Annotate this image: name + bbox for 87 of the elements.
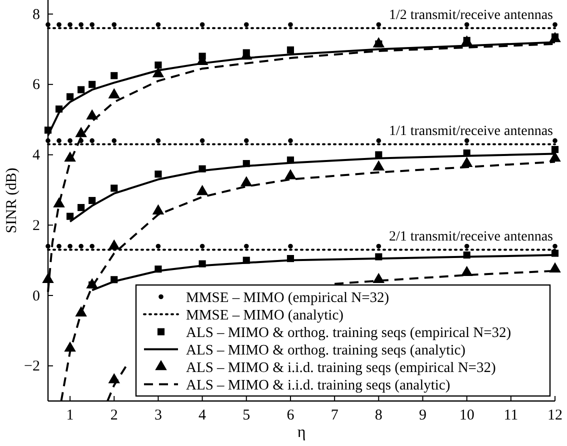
point bbox=[78, 86, 85, 94]
legend-label: ALS – MIMO & i.i.d. training seqs (analytic) bbox=[186, 377, 450, 394]
point bbox=[90, 244, 94, 249]
x-axis-title: η bbox=[297, 424, 306, 441]
y-tick-label: 8 bbox=[32, 6, 40, 23]
point bbox=[90, 22, 94, 28]
point bbox=[284, 169, 296, 180]
y-axis-title: SINR (dB) bbox=[4, 168, 20, 234]
point bbox=[244, 138, 249, 144]
x-tick-label: 1 bbox=[66, 408, 74, 424]
point bbox=[464, 22, 470, 28]
point bbox=[78, 244, 84, 249]
legend-label: ALS – MIMO & orthog. training seqs (empirical N=32) bbox=[186, 324, 512, 341]
point bbox=[66, 212, 74, 220]
point bbox=[42, 272, 54, 284]
point bbox=[56, 22, 62, 28]
point bbox=[88, 80, 96, 88]
annotation: 2/1 transmit/receive antennas bbox=[388, 230, 553, 245]
point bbox=[549, 262, 561, 272]
point bbox=[288, 138, 293, 144]
x-tick-label: 8 bbox=[374, 408, 382, 424]
point bbox=[88, 196, 96, 204]
annotation: 1/1 transmit/receive antennas bbox=[388, 124, 553, 140]
point bbox=[288, 22, 293, 28]
point bbox=[156, 22, 161, 28]
point bbox=[90, 138, 94, 144]
point bbox=[200, 138, 205, 144]
point bbox=[78, 22, 84, 28]
point bbox=[196, 184, 208, 196]
x-tick-label: 2 bbox=[110, 408, 118, 424]
point bbox=[68, 138, 72, 144]
point bbox=[154, 62, 162, 69]
point bbox=[68, 244, 72, 249]
legend-label: ALS – MIMO & orthog. training seqs (analytic) bbox=[186, 342, 466, 358]
x-tick-label: 4 bbox=[198, 408, 207, 424]
point bbox=[46, 244, 50, 249]
point bbox=[244, 244, 249, 249]
x-tick-label: 12 bbox=[548, 408, 562, 424]
point bbox=[68, 22, 72, 28]
point bbox=[112, 138, 117, 144]
point bbox=[154, 170, 162, 178]
annotation: 1/2 transmit/receive antennas bbox=[388, 8, 553, 24]
x-tick-label: 7 bbox=[330, 408, 339, 424]
point bbox=[200, 244, 205, 249]
point bbox=[156, 244, 161, 249]
y-tick-label: −2 bbox=[24, 358, 40, 375]
legend-label: ALS – MIMO & i.i.d. training seqs (empirical N=32) bbox=[186, 360, 496, 376]
point bbox=[552, 22, 558, 28]
point bbox=[464, 244, 470, 249]
x-tick-label: 3 bbox=[154, 408, 162, 424]
point bbox=[244, 22, 249, 28]
point bbox=[66, 93, 74, 100]
x-tick-label: 6 bbox=[286, 408, 295, 424]
point bbox=[288, 244, 293, 249]
x-tick-label: 9 bbox=[418, 408, 426, 424]
point bbox=[78, 138, 84, 144]
y-tick-label: 2 bbox=[32, 218, 40, 234]
legend-label: MMSE – MIMO (empirical N=32) bbox=[186, 290, 390, 306]
x-tick-label: 10 bbox=[459, 408, 474, 424]
point bbox=[551, 146, 559, 154]
point bbox=[56, 138, 62, 144]
point bbox=[152, 204, 164, 214]
point bbox=[286, 46, 294, 54]
point bbox=[46, 138, 50, 144]
point bbox=[156, 138, 161, 144]
point bbox=[46, 22, 50, 28]
y-tick-label: 4 bbox=[32, 148, 40, 164]
point bbox=[376, 138, 382, 144]
point bbox=[56, 244, 62, 249]
point bbox=[200, 22, 205, 28]
point bbox=[551, 250, 559, 257]
point bbox=[552, 138, 558, 144]
point bbox=[78, 204, 85, 212]
x-tick-label: 5 bbox=[242, 408, 250, 424]
point bbox=[110, 72, 118, 80]
point bbox=[110, 184, 118, 192]
y-tick-label: 6 bbox=[32, 77, 40, 94]
x-tick-label: 11 bbox=[504, 408, 518, 424]
point bbox=[53, 197, 65, 208]
point bbox=[376, 244, 382, 249]
point bbox=[552, 244, 558, 249]
point bbox=[112, 22, 117, 28]
legend-label: MMSE – MIMO (analytic) bbox=[186, 307, 344, 324]
point bbox=[376, 22, 382, 28]
y-tick-label: 0 bbox=[32, 288, 40, 304]
point bbox=[464, 138, 470, 144]
point bbox=[240, 176, 252, 186]
